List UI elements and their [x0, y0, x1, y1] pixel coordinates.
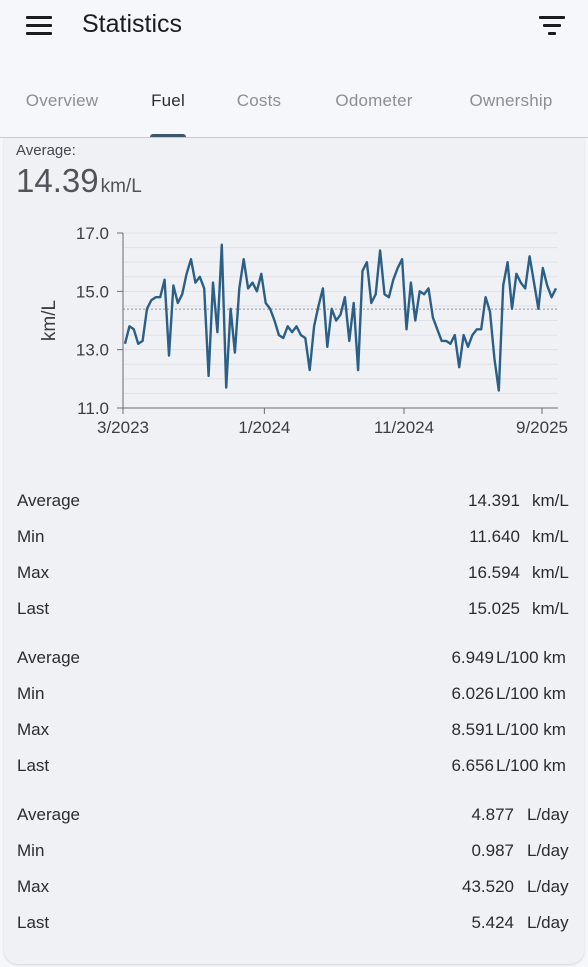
stat-value: 15.025 — [468, 599, 520, 618]
stat-row-average: Average 14.391 km/L — [0, 487, 588, 517]
stat-unit: L/100 km — [496, 648, 566, 667]
stat-label: Max — [17, 877, 50, 896]
tab-fuel[interactable]: Fuel — [140, 78, 196, 138]
stat-value: 6.656 — [451, 756, 494, 775]
stat-unit: L/day — [527, 913, 569, 932]
tab-overview[interactable]: Overview — [14, 78, 110, 138]
stat-row-max: Max 16.594 km/L — [0, 559, 588, 589]
stat-unit: km/L — [532, 491, 569, 510]
stat-value: 6.026 — [451, 684, 494, 703]
stat-unit: km/L — [532, 527, 569, 546]
app-bar: Statistics — [0, 0, 588, 52]
stat-unit: L/100 km — [496, 684, 566, 703]
stat-unit: L/day — [527, 805, 569, 824]
stat-unit: L/day — [527, 841, 569, 860]
stat-row-last: Last 15.025 km/L — [0, 595, 588, 625]
stat-unit: L/day — [527, 877, 569, 896]
x-tick-label: 3/2023 — [97, 418, 149, 437]
average-number: 14.39 — [16, 162, 99, 199]
stat-row-max: Max 43.520 L/day — [0, 873, 588, 903]
stat-label: Min — [17, 527, 45, 546]
stat-label: Min — [17, 684, 45, 703]
stat-value: 6.949 — [451, 648, 494, 667]
stat-unit: L/100 km — [496, 756, 566, 775]
series-line — [123, 243, 558, 392]
stat-row-average: Average 4.877 L/day — [0, 801, 588, 831]
stat-label: Min — [17, 841, 45, 860]
tab-label: Costs — [236, 91, 282, 110]
y-tick-label: 11.0 — [77, 399, 109, 418]
stat-unit: km/L — [532, 563, 569, 582]
tab-label: Overview — [25, 91, 99, 110]
filter-icon[interactable] — [534, 12, 570, 40]
stat-label: Last — [17, 913, 50, 932]
tab-bar: Overview Fuel Costs Odometer Ownership — [0, 78, 588, 138]
average-value: 14.39 km/L — [16, 162, 142, 200]
tabs-divider — [0, 137, 588, 138]
fuel-stats-card — [4, 138, 584, 964]
fuel-economy-chart: 3/2023 1/2024 11/2024 9/2025 17.0 15.0 13.0 11.… — [39, 224, 568, 437]
stat-row-max: Max 8.591 L/100 km — [0, 716, 588, 746]
stat-label: Last — [17, 756, 50, 775]
average-unit: km/L — [100, 176, 142, 197]
page-title: Statistics — [82, 10, 183, 38]
y-tick-label: 17.0 — [76, 224, 109, 243]
stat-label: Average — [17, 491, 81, 510]
tab-ownership[interactable]: Ownership — [458, 78, 564, 138]
stat-label: Max — [17, 720, 50, 739]
stat-value: 11.640 — [469, 527, 520, 546]
stat-value: 4.877 — [471, 805, 514, 824]
y-axis-label: km/L — [39, 300, 60, 341]
stat-row-average: Average 6.949 L/100 km — [0, 644, 588, 674]
stat-value: 16.594 — [468, 563, 520, 582]
stat-label: Average — [17, 805, 81, 824]
tab-costs[interactable]: Costs — [226, 78, 292, 138]
tab-label: Odometer — [335, 91, 413, 110]
stat-value: 14.391 — [468, 491, 520, 510]
stat-unit: L/100 km — [496, 720, 566, 739]
stat-label: Average — [17, 648, 81, 667]
stat-unit: km/L — [532, 599, 569, 618]
x-tick-label: 9/2025 — [516, 418, 568, 437]
stat-value: 0.987 — [471, 841, 514, 860]
x-tick-label: 1/2024 — [238, 418, 290, 437]
tab-odometer[interactable]: Odometer — [324, 78, 424, 138]
x-tick-label: 11/2024 — [374, 418, 434, 437]
menu-icon[interactable] — [22, 12, 58, 40]
stat-row-min: Min 6.026 L/100 km — [0, 680, 588, 710]
stat-label: Last — [17, 599, 50, 618]
stat-value: 5.424 — [471, 913, 514, 932]
stat-row-min: Min 11.640 km/L — [0, 523, 588, 553]
tab-label: Fuel — [151, 91, 185, 110]
y-tick-label: 13.0 — [76, 341, 109, 360]
average-label: Average: — [16, 142, 76, 159]
y-tick-label: 15.0 — [76, 282, 109, 301]
stat-value: 8.591 — [451, 720, 494, 739]
active-tab-indicator — [150, 134, 186, 138]
tab-label: Ownership — [469, 91, 553, 110]
stat-label: Max — [17, 563, 50, 582]
stat-value: 43.520 — [462, 877, 514, 896]
stat-row-last: Last 5.424 L/day — [0, 909, 588, 939]
stat-row-min: Min 0.987 L/day — [0, 837, 588, 867]
stat-row-last: Last 6.656 L/100 km — [0, 752, 588, 782]
